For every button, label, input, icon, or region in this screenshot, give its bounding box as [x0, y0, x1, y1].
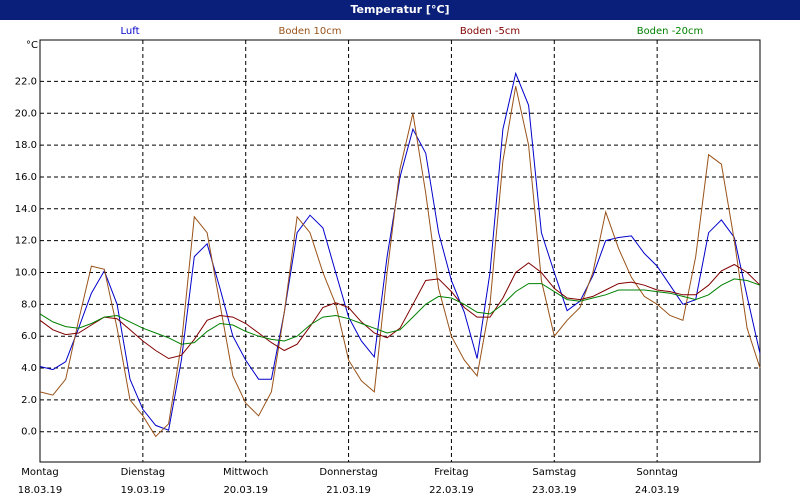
y-tick-label: 20.0 [15, 108, 37, 119]
y-tick-label: 6.0 [21, 331, 37, 342]
y-tick-label: 14.0 [15, 204, 37, 215]
y-tick-label: 10.0 [15, 267, 37, 278]
x-tick-label: Freitag [434, 467, 468, 478]
legend-label: Luft [121, 26, 140, 37]
y-tick-label: 4.0 [21, 363, 37, 374]
chart-title: Temperatur [°C] [350, 3, 449, 16]
x-tick-date: 19.03.19 [121, 485, 166, 496]
legend-label: Boden -5cm [460, 26, 520, 37]
x-tick-label: Montag [21, 467, 58, 478]
legend-label: Boden 10cm [279, 26, 342, 37]
series-line [39, 71, 761, 431]
y-tick-label: 18.0 [15, 140, 37, 151]
x-tick-date: 24.03.19 [635, 485, 680, 496]
x-tick-label: Samstag [532, 467, 576, 478]
series-line [39, 262, 761, 360]
x-tick-label: Donnerstag [319, 467, 377, 478]
x-tick-label: Mittwoch [223, 467, 268, 478]
x-tick-date: 23.03.19 [532, 485, 577, 496]
title-bar [0, 0, 800, 20]
y-tick-label: 16.0 [15, 172, 37, 183]
x-tick-date: 20.03.19 [223, 485, 268, 496]
y-tick-label: 2.0 [21, 395, 37, 406]
y-tick-label: 0.0 [21, 427, 37, 438]
x-tick-date: 22.03.19 [429, 485, 474, 496]
x-tick-label: Sonntag [636, 467, 678, 478]
x-tick-date: 18.03.19 [18, 485, 63, 496]
y-unit: °C [26, 40, 38, 51]
x-tick-date: 21.03.19 [326, 485, 371, 496]
y-tick-label: 8.0 [21, 299, 37, 310]
legend-label: Boden -20cm [637, 26, 704, 37]
plot-frame [39, 39, 761, 463]
y-tick-label: 22.0 [15, 76, 37, 87]
series-line [39, 278, 761, 345]
x-tick-label: Dienstag [121, 467, 166, 478]
y-tick-label: 12.0 [15, 236, 37, 247]
